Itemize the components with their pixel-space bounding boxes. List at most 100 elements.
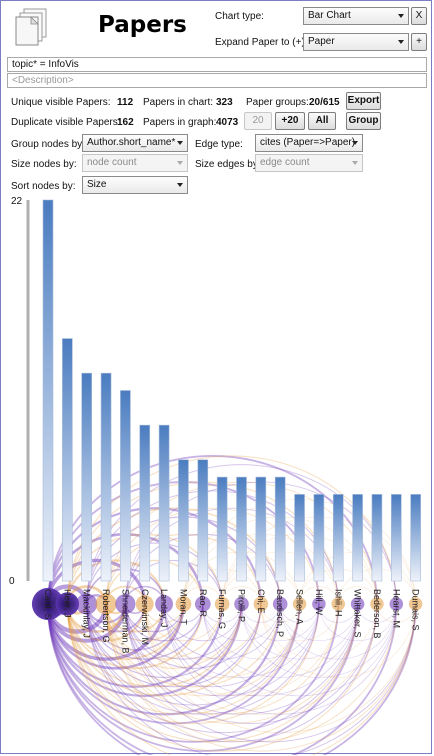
group-nodes-select[interactable]: Author.short_name* (82, 134, 188, 152)
category-label: Chi, E (256, 589, 266, 614)
edge-type-value: cites (Paper=>Paper) (260, 137, 356, 148)
author-node[interactable] (135, 595, 154, 613)
author-node[interactable] (31, 587, 65, 621)
bar[interactable] (197, 459, 209, 582)
show-20-button[interactable]: 20 (244, 112, 272, 130)
citation-edge (47, 603, 340, 743)
category-label: Sellen, A (295, 589, 305, 625)
citation-edge (105, 603, 397, 743)
size-nodes-select[interactable]: node count (82, 154, 188, 172)
citation-edge (163, 603, 242, 642)
bar[interactable] (216, 476, 228, 582)
author-node[interactable] (331, 597, 346, 611)
citation-edge (86, 603, 320, 715)
bar[interactable] (236, 476, 247, 582)
expand-add-button[interactable]: + (411, 33, 427, 51)
author-node[interactable] (312, 597, 326, 611)
bar[interactable] (178, 459, 189, 582)
author-node[interactable] (234, 596, 249, 612)
bar[interactable] (139, 424, 151, 582)
citation-edge (163, 603, 281, 660)
chart-type-label: Chart type: (215, 11, 264, 22)
author-node[interactable] (272, 596, 288, 612)
author-node[interactable] (292, 597, 307, 611)
citation-edge (163, 603, 397, 715)
citation-edge (105, 603, 165, 633)
close-button[interactable]: X (411, 7, 427, 25)
citation-edge (144, 603, 262, 660)
author-node[interactable] (76, 593, 98, 615)
papers-in-graph-label: Papers in graph: (143, 117, 217, 128)
bar[interactable] (158, 424, 170, 582)
size-edges-select[interactable]: edge count (255, 154, 363, 172)
citation-edge (105, 559, 204, 605)
chevron-down-icon (352, 161, 358, 165)
category-labels: Card, S Heer, J Mackinlay, J Robertson, G Sh… (43, 589, 421, 654)
sort-nodes-select[interactable]: Size (82, 176, 188, 194)
add-20-button[interactable]: +20 (275, 112, 305, 130)
bar[interactable] (294, 494, 305, 582)
bar[interactable] (274, 476, 286, 582)
edge-type-select[interactable]: cites (Paper=>Paper) (255, 134, 363, 152)
papers-in-chart-value: 323 (216, 97, 233, 108)
author-nodes (31, 587, 423, 621)
citation-edge (105, 603, 223, 660)
author-node[interactable] (389, 597, 404, 611)
citation-edge (279, 603, 358, 642)
citation-edge (318, 603, 397, 642)
citation-edge (86, 603, 417, 755)
bar[interactable] (255, 476, 267, 582)
author-node[interactable] (214, 596, 230, 612)
citation-edge (279, 603, 397, 660)
bar[interactable] (100, 372, 112, 582)
chart-type-select[interactable]: Bar Chart (303, 7, 409, 25)
y-tick-label: 22 (11, 196, 23, 207)
chart-type-value: Bar Chart (308, 10, 351, 21)
category-label: Pirolli, P (237, 589, 247, 622)
author-node[interactable] (155, 595, 174, 613)
show-all-button[interactable]: All (308, 112, 336, 130)
author-node[interactable] (95, 593, 117, 615)
citation-edge (144, 603, 300, 678)
bar[interactable] (410, 494, 421, 582)
bar[interactable] (352, 494, 363, 582)
bar[interactable] (81, 372, 92, 582)
author-node[interactable] (408, 597, 423, 611)
size-edges-value: edge count (260, 157, 310, 168)
bar[interactable] (62, 338, 73, 582)
author-node[interactable] (175, 596, 192, 612)
sort-nodes-label: Sort nodes by: (11, 181, 76, 192)
citation-edge (241, 603, 281, 623)
description-input[interactable]: <Description> (7, 73, 427, 88)
bar[interactable] (120, 390, 131, 582)
category-label: Robertson, G (101, 589, 111, 643)
size-nodes-label: Size nodes by: (11, 159, 77, 170)
query-input[interactable]: topic* = InfoVis (7, 57, 427, 72)
author-node[interactable] (194, 596, 211, 612)
citation-edge (86, 490, 339, 605)
bar[interactable] (332, 494, 344, 582)
citation-edge (337, 586, 378, 605)
bar[interactable] (371, 494, 383, 582)
author-node[interactable] (253, 596, 269, 612)
citation-edge (47, 603, 301, 725)
citation-edge (260, 603, 300, 623)
author-node[interactable] (55, 592, 80, 616)
export-button[interactable]: Export (346, 92, 381, 110)
group-button[interactable]: Group (346, 112, 381, 130)
bar[interactable] (42, 199, 54, 582)
author-node[interactable] (370, 597, 384, 611)
citation-edge (299, 586, 339, 605)
expand-paper-select[interactable]: Paper (303, 33, 409, 51)
citation-edge (144, 603, 378, 715)
author-node[interactable] (115, 593, 136, 615)
citation-edge (357, 603, 397, 623)
category-label: Baudisch, P (275, 589, 285, 637)
author-node[interactable] (350, 597, 365, 611)
bar[interactable] (390, 494, 402, 582)
category-label: Moran, T (178, 589, 188, 625)
citation-edge (46, 507, 262, 605)
bar[interactable] (313, 494, 325, 582)
citation-edge (124, 603, 417, 743)
